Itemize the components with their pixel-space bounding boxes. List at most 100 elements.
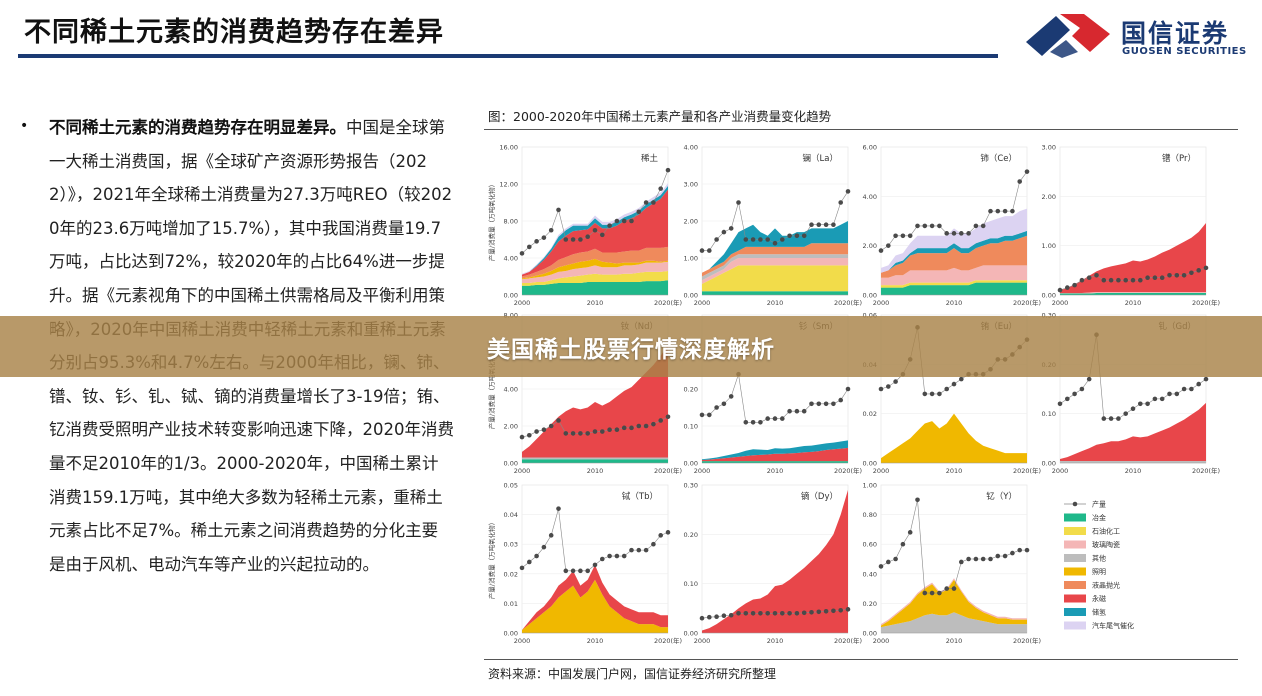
chart-4-xtick: 2020(年) — [654, 466, 682, 475]
chart-2-ytick: 0.00 — [863, 292, 877, 300]
chart-3-production-point — [1145, 275, 1150, 281]
chart-9-production-point — [816, 609, 822, 615]
chart-8-ytick: 0.01 — [504, 600, 518, 608]
chart-3-production-point — [1108, 277, 1114, 283]
chart-8-production-point — [651, 541, 656, 547]
chart-8-production-point — [658, 533, 663, 538]
chart-1-production-point — [809, 222, 814, 227]
chart-9-production-point — [728, 612, 734, 618]
chart-10-production-point — [937, 590, 942, 596]
chart-3-production-point — [1094, 272, 1099, 278]
chart-2-production-point — [1002, 208, 1008, 214]
chart-1-production-point — [743, 237, 749, 242]
chart-7-production-point — [1152, 396, 1158, 402]
chart-1-production-point — [838, 200, 843, 205]
chart-7-production-point — [1116, 416, 1121, 421]
chart-5-production-point — [758, 420, 763, 425]
chart-0-area-2 — [522, 261, 668, 283]
chart-7-production-point — [1072, 391, 1077, 397]
chart-2-production-point — [929, 223, 935, 229]
chart-8-ytick: 0.03 — [504, 541, 518, 549]
chart-0-production-point — [548, 227, 554, 233]
chart-6-xtick: 2000 — [873, 467, 890, 475]
chart-1-xtick: 2010 — [767, 299, 784, 307]
chart-9-ytick: 0.10 — [684, 580, 698, 588]
logo-chinese-name: 国信证券 — [1121, 19, 1230, 48]
chart-8-ytick: 0.02 — [504, 570, 518, 578]
chart-9-ytick: 0.00 — [684, 630, 698, 638]
chart-1-production-point — [728, 226, 734, 231]
chart-9-production-point — [743, 610, 749, 616]
chart-1-production-point — [823, 222, 829, 227]
chart-5-production-point — [831, 401, 836, 407]
chart-8-ytick: 0.04 — [504, 511, 518, 519]
chart-8-production-point — [607, 553, 612, 559]
chart-2-ytick: 4.00 — [863, 193, 877, 201]
chart-5-production-point — [787, 408, 792, 414]
chart-7-production-point — [1203, 376, 1209, 382]
chart-7-ytick: 0.30 — [1042, 312, 1056, 320]
chart-7-area-1 — [1060, 402, 1206, 462]
chart-4-ytick: 0.00 — [504, 460, 518, 468]
chart-10-xtick: 2000 — [873, 637, 890, 645]
chart-9-production-point — [809, 609, 814, 615]
chart-10-ytick: 0.20 — [863, 600, 877, 608]
chart-3-production-point — [1065, 285, 1070, 290]
chart-10-production-point — [886, 559, 891, 565]
chart-9-xtick: 2000 — [694, 637, 711, 645]
chart-1-production-point — [765, 237, 770, 242]
chart-0-ytick: 8.00 — [504, 218, 518, 226]
chart-7-area-0 — [1060, 461, 1206, 463]
chart-0-production-point — [592, 227, 598, 233]
chart-0-xtick: 2020(年) — [654, 298, 682, 307]
legend-swatch — [1064, 527, 1086, 535]
chart-1-production-point — [772, 240, 778, 246]
chart-7-ytick: 0.00 — [1042, 460, 1056, 468]
chart-7-production-point — [1086, 376, 1092, 382]
chart-10-production-point — [980, 556, 986, 562]
chart-8-production-point — [548, 533, 554, 538]
chart-2-production-point — [1024, 169, 1030, 174]
chart-8-title: 铽（Tb） — [622, 491, 658, 502]
chart-3-xtick: 2010 — [1125, 299, 1142, 307]
chart-4-production-point — [570, 431, 576, 436]
chart-1-production-point — [794, 233, 800, 239]
chart-2-ytick: 2.00 — [863, 242, 877, 250]
chart-2-production-point — [915, 223, 920, 229]
chart-0-production-point — [541, 235, 547, 240]
guosen-logo-icon — [1026, 14, 1110, 58]
chart-5-production-point — [714, 405, 719, 410]
chart-4-ytick: 4.00 — [504, 386, 518, 394]
chart-10-ytick: 0.40 — [863, 570, 877, 578]
chart-1-ytick: 4.00 — [684, 144, 698, 152]
chart-6-production-point — [951, 381, 957, 387]
legend-swatch — [1064, 608, 1086, 616]
chart-10-production-point — [1024, 547, 1030, 553]
chart-8-xtick: 2000 — [514, 637, 531, 645]
chart-5-production-point — [801, 408, 807, 414]
legend-label: 其他 — [1092, 554, 1106, 563]
chart-10-production-point — [900, 541, 906, 547]
chart-3-production-point — [1086, 275, 1092, 281]
figure-bottom-rule — [484, 659, 1238, 660]
chart-5-production-point — [750, 420, 756, 425]
chart-4-production-point — [519, 434, 525, 440]
legend-swatch — [1064, 567, 1086, 576]
chart-1-production-point — [831, 222, 836, 227]
chart-3-production-point — [1072, 282, 1077, 288]
chart-0-ytick: 4.00 — [504, 255, 518, 263]
chart-8-production-point — [519, 565, 525, 571]
chart-2-xtick: 2020(年) — [1013, 298, 1041, 307]
chart-0-production-point — [621, 218, 627, 224]
chart-3-production-point — [1079, 277, 1085, 283]
legend-swatch — [1064, 540, 1086, 549]
chart-4-production-point — [585, 431, 590, 436]
chart-1-production-point — [721, 229, 727, 235]
chart-6-production-point — [959, 376, 964, 382]
chart-7-production-point — [1174, 391, 1180, 397]
chart-10-ytick: 0.00 — [863, 630, 877, 638]
chart-7-production-point — [1123, 411, 1128, 416]
chart-1-production-point — [801, 233, 807, 239]
chart-8-production-point — [592, 562, 598, 568]
chart-7-production-point — [1167, 391, 1172, 397]
